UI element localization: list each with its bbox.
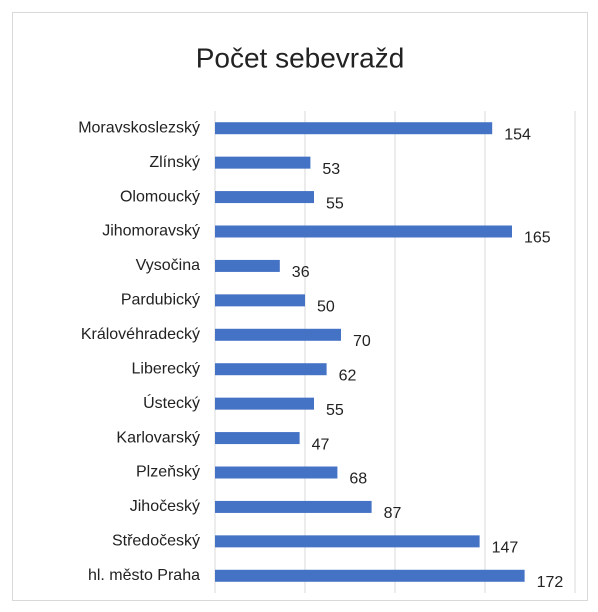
bar bbox=[215, 397, 314, 410]
data-label: 68 bbox=[349, 471, 367, 488]
bar bbox=[215, 500, 372, 513]
data-label: 55 bbox=[326, 402, 344, 419]
y-tick-label: Pardubický bbox=[121, 292, 200, 309]
y-tick-label: Jihočeský bbox=[130, 498, 200, 515]
y-tick-label: hl. město Praha bbox=[88, 567, 200, 584]
data-label: 147 bbox=[492, 540, 519, 557]
y-tick-label: Vysočina bbox=[136, 257, 200, 274]
data-label: 36 bbox=[292, 264, 310, 281]
bar bbox=[215, 191, 314, 204]
bar bbox=[215, 328, 341, 341]
bar bbox=[215, 156, 311, 169]
data-label: 55 bbox=[326, 195, 344, 212]
bar bbox=[215, 259, 280, 272]
bar bbox=[215, 294, 305, 307]
data-label: 154 bbox=[504, 126, 531, 143]
bar bbox=[215, 535, 480, 548]
y-tick-label: Liberecký bbox=[132, 360, 200, 377]
bar bbox=[215, 432, 300, 445]
y-tick-label: Královéhradecký bbox=[81, 326, 200, 343]
y-tick-label: Jihomoravský bbox=[102, 223, 200, 240]
y-tick-label: Zlínský bbox=[149, 154, 200, 171]
bar bbox=[215, 363, 327, 376]
bar bbox=[215, 122, 493, 135]
data-label: 87 bbox=[384, 505, 402, 522]
data-label: 62 bbox=[339, 367, 357, 384]
data-label: 53 bbox=[322, 161, 340, 178]
data-label: 70 bbox=[353, 333, 371, 350]
y-tick-label: Olomoucký bbox=[120, 188, 200, 205]
y-tick-label: Plzeňský bbox=[136, 464, 200, 481]
y-tick-label: Ústecký bbox=[143, 393, 200, 412]
y-tick-label: Středočeský bbox=[112, 533, 200, 550]
y-tick-label: Moravskoslezský bbox=[78, 119, 200, 136]
data-label: 50 bbox=[317, 299, 335, 316]
data-label: 172 bbox=[537, 574, 564, 591]
bar bbox=[215, 225, 512, 238]
data-label: 165 bbox=[524, 230, 551, 247]
y-tick-label: Karlovarský bbox=[116, 429, 200, 446]
data-label: 47 bbox=[312, 436, 330, 453]
bar bbox=[215, 466, 338, 479]
bar bbox=[215, 569, 525, 582]
chart-title: Počet sebevražd bbox=[196, 42, 405, 73]
